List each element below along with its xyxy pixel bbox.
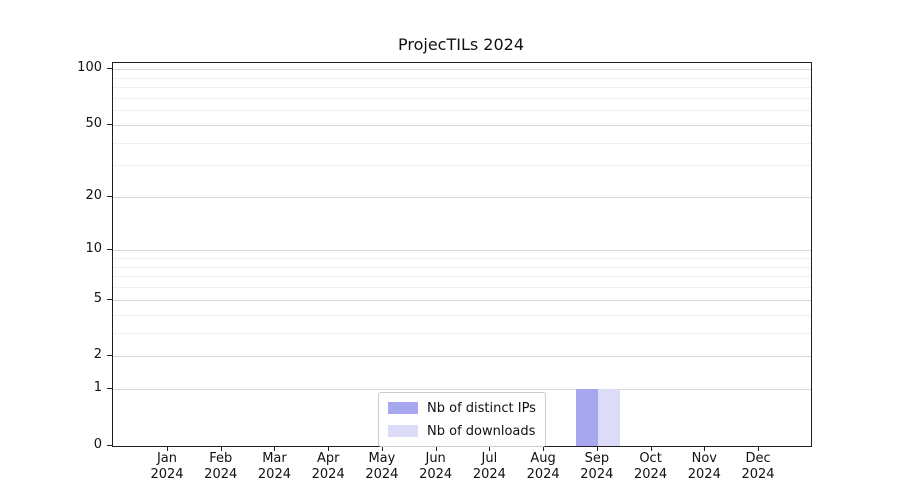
y-tick-label-5: 5 — [93, 290, 102, 306]
legend-row-downloads: Nb of downloads — [388, 421, 536, 441]
y-tick-100 — [107, 68, 112, 69]
x-tick-year: 2024 — [472, 467, 506, 482]
y-tick-20 — [107, 196, 112, 198]
plot-area: Nb of distinct IPs Nb of downloads — [112, 62, 812, 447]
x-tick-month: Feb — [209, 451, 233, 466]
x-tick-month: Dec — [745, 451, 771, 466]
gridline-major-5 — [113, 299, 811, 301]
x-tick-month: Jun — [425, 451, 446, 466]
y-tick-label-1: 1 — [93, 380, 102, 396]
gridline-minor-8 — [113, 266, 811, 268]
x-tick-year: 2024 — [365, 467, 399, 482]
x-tick-year: 2024 — [741, 467, 775, 482]
x-tick-year: 2024 — [311, 467, 345, 482]
x-tick-label-feb: Feb 2024 — [189, 451, 253, 483]
gridline-minor-7 — [113, 276, 811, 278]
y-tick-50 — [107, 123, 112, 125]
x-tick-label-oct: Oct 2024 — [619, 451, 683, 483]
x-tick-mar — [274, 446, 276, 451]
y-tick-10 — [107, 249, 112, 251]
legend-label-downloads: Nb of downloads — [427, 423, 536, 439]
x-tick-month: Jan — [156, 451, 178, 466]
y-tick-1 — [107, 388, 112, 390]
y-tick-label-20: 20 — [85, 188, 102, 204]
legend-swatch-distinct-ips — [388, 402, 418, 414]
bar-nb-of-downloads-sep-2024 — [597, 389, 620, 446]
x-tick-label-sep: Sep 2024 — [565, 451, 629, 483]
legend-swatch-downloads — [388, 425, 418, 437]
x-tick-aug — [543, 446, 545, 451]
x-tick-month: Sep — [584, 451, 610, 466]
legend: Nb of distinct IPs Nb of downloads — [378, 392, 546, 447]
x-tick-year: 2024 — [526, 467, 560, 482]
gridline-minor-30 — [113, 165, 811, 167]
x-tick-sep — [596, 446, 598, 451]
x-tick-label-aug: Aug 2024 — [511, 451, 575, 483]
gridline-major-2 — [113, 356, 811, 358]
x-tick-apr — [328, 446, 330, 451]
x-tick-month: Aug — [530, 451, 556, 466]
gridline-major-100 — [113, 69, 811, 70]
gridline-minor-9 — [113, 257, 811, 259]
x-tick-nov — [704, 446, 706, 451]
gridline-minor-80 — [113, 87, 811, 89]
x-tick-label-jan: Jan 2024 — [135, 451, 199, 483]
x-tick-year: 2024 — [150, 467, 184, 482]
x-tick-month: Oct — [639, 451, 662, 466]
y-tick-5 — [107, 298, 112, 300]
x-tick-month: May — [368, 451, 396, 466]
x-tick-jun — [435, 446, 437, 451]
gridline-minor-6 — [113, 287, 811, 289]
x-tick-label-jun: Jun 2024 — [404, 451, 468, 483]
y-tick-label-2: 2 — [93, 347, 102, 363]
gridline-major-50 — [113, 124, 811, 126]
x-tick-feb — [220, 446, 222, 451]
legend-label-distinct-ips: Nb of distinct IPs — [427, 400, 536, 416]
x-tick-label-jul: Jul 2024 — [457, 451, 521, 483]
legend-row-distinct-ips: Nb of distinct IPs — [388, 398, 536, 418]
x-tick-year: 2024 — [204, 467, 238, 482]
gridline-major-20 — [113, 197, 811, 199]
x-tick-month: Apr — [316, 451, 340, 466]
bar-nb-of-distinct-ips-sep-2024 — [575, 389, 598, 446]
x-tick-dec — [758, 446, 760, 451]
x-tick-jul — [489, 446, 491, 451]
x-tick-year: 2024 — [687, 467, 721, 482]
x-tick-year: 2024 — [634, 467, 668, 482]
y-tick-label-50: 50 — [85, 115, 102, 131]
gridline-minor-70 — [113, 97, 811, 99]
x-tick-jan — [167, 446, 168, 451]
x-tick-label-mar: Mar 2024 — [242, 451, 306, 483]
gridline-minor-4 — [113, 314, 811, 316]
x-tick-label-nov: Nov 2024 — [672, 451, 736, 483]
x-tick-month: Mar — [262, 451, 287, 466]
x-tick-year: 2024 — [419, 467, 453, 482]
y-tick-label-10: 10 — [85, 241, 102, 257]
gridline-major-1 — [113, 389, 811, 391]
x-tick-label-apr: Apr 2024 — [296, 451, 360, 483]
gridline-minor-3 — [113, 332, 811, 334]
x-tick-month: Jul — [481, 451, 498, 466]
y-tick-0 — [107, 445, 112, 446]
plot-layers — [113, 63, 811, 446]
x-tick-month: Nov — [691, 451, 717, 466]
x-tick-label-dec: Dec 2024 — [726, 451, 790, 483]
gridline-minor-40 — [113, 142, 811, 144]
y-tick-label-0: 0 — [93, 437, 102, 452]
y-tick-2 — [107, 355, 112, 357]
gridline-minor-90 — [113, 77, 811, 79]
gridline-minor-60 — [113, 110, 811, 112]
chart-title: ProjecTILs 2024 — [397, 35, 524, 54]
gridline-major-10 — [113, 250, 811, 252]
x-tick-oct — [650, 446, 652, 451]
x-tick-label-may: May 2024 — [350, 451, 414, 483]
x-tick-may — [381, 446, 383, 451]
x-tick-year: 2024 — [257, 467, 291, 482]
y-tick-label-100: 100 — [77, 60, 102, 75]
x-tick-year: 2024 — [580, 467, 614, 482]
